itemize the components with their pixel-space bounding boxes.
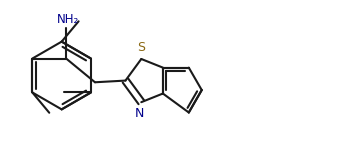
Text: N: N <box>135 107 144 120</box>
Text: NH₂: NH₂ <box>57 13 79 26</box>
Text: S: S <box>137 41 145 54</box>
